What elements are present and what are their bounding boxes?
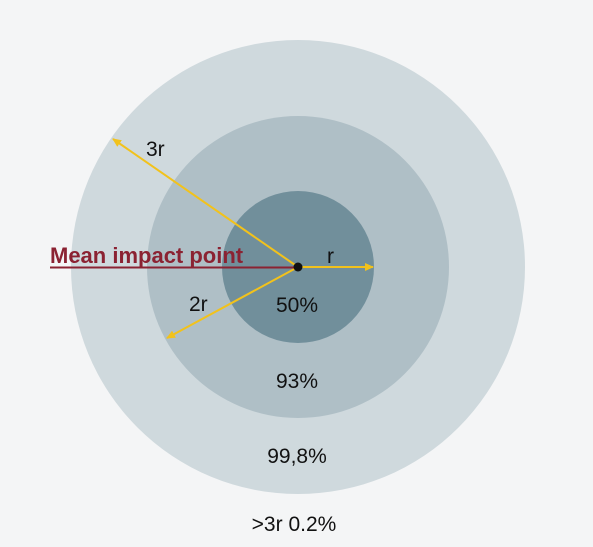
radius-label-r: r bbox=[327, 245, 334, 268]
mean-impact-point-label: Mean impact point bbox=[50, 243, 244, 268]
mean-impact-point-dot bbox=[293, 262, 303, 272]
beyond-3r-percentage: >3r 0.2% bbox=[252, 513, 337, 536]
radius-label-2r: 2r bbox=[189, 293, 208, 316]
radius-arrow-2r bbox=[166, 266, 299, 339]
inner-ring-percentage: 50% bbox=[276, 294, 318, 317]
middle-ring-percentage: 93% bbox=[276, 370, 318, 393]
outer-ring-percentage: 99,8% bbox=[267, 445, 327, 468]
radius-label-3r: 3r bbox=[146, 138, 165, 161]
radius-arrow-3r bbox=[112, 138, 299, 268]
